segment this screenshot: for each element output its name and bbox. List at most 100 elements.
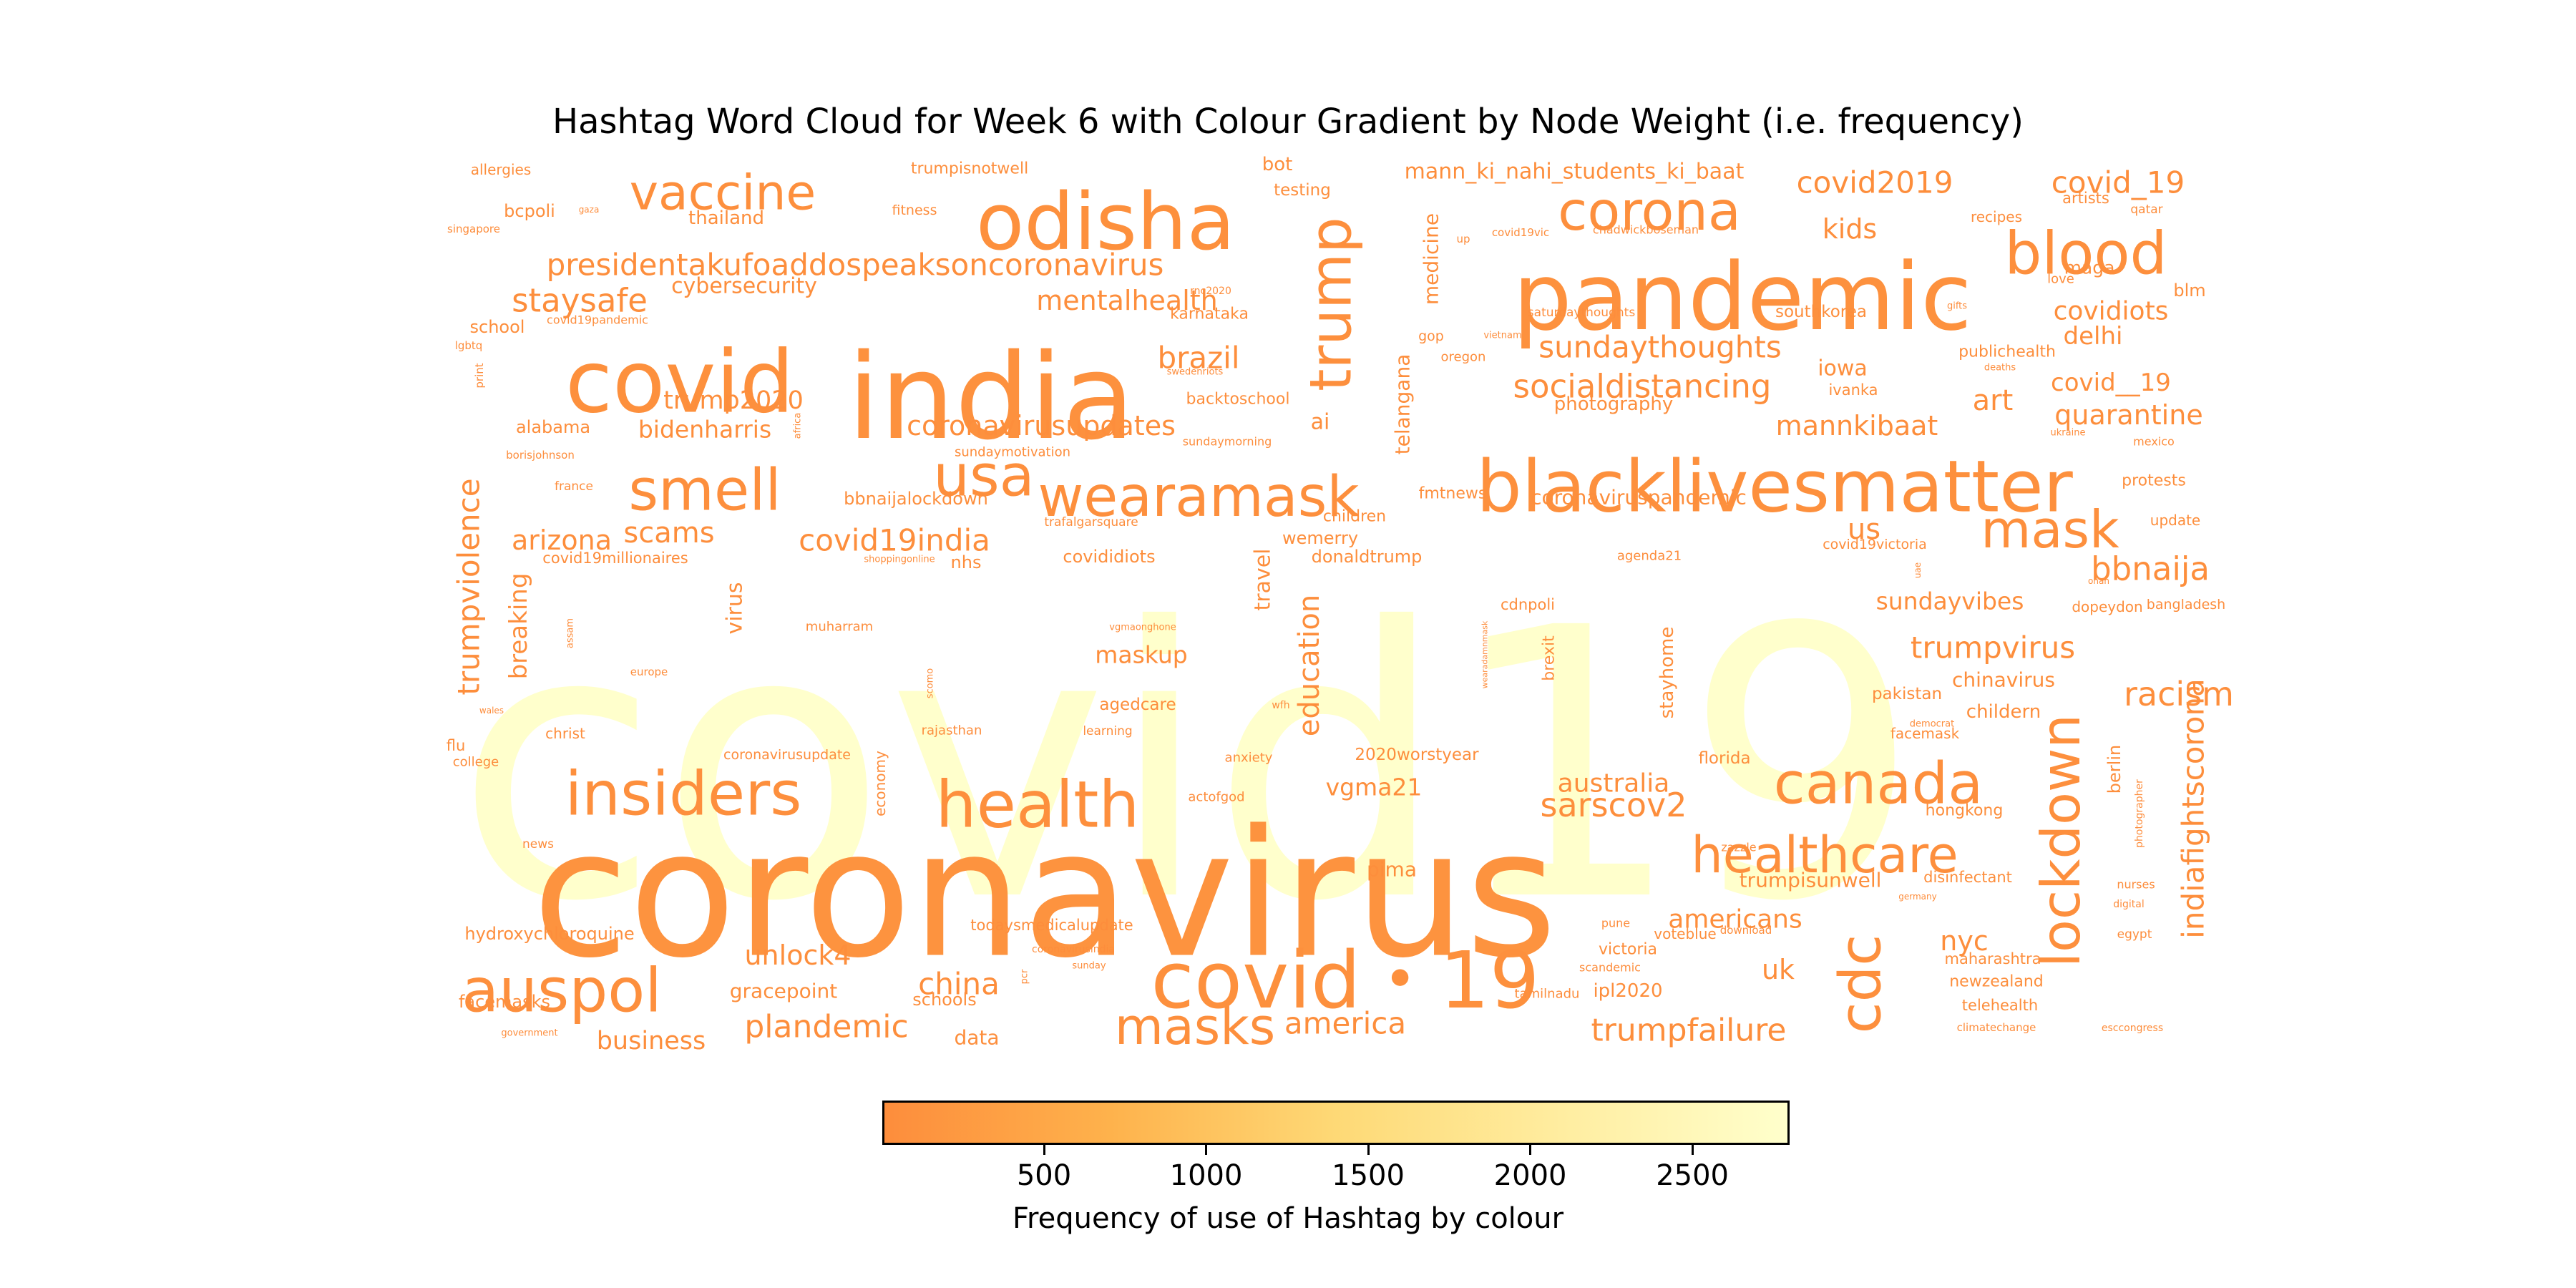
word-106: disinfectant xyxy=(1923,869,2012,886)
word-111: telehealth xyxy=(1962,997,2038,1014)
word-80: facemasks xyxy=(459,992,550,1012)
colorbar xyxy=(882,1101,1790,1145)
word-150: tamilnadu xyxy=(1515,987,1580,1002)
word-72: photography xyxy=(1554,394,1674,415)
word-43: mentalhealth xyxy=(1036,285,1218,316)
word-88: trumpisnotwell xyxy=(911,160,1028,178)
word-174: germany xyxy=(1898,892,1936,902)
word-42: education xyxy=(1293,595,1326,736)
word-114: dopeydon xyxy=(2072,598,2142,615)
word-137: covid19victoria xyxy=(1823,537,1927,552)
word-28: racism xyxy=(2124,675,2234,713)
word-12: blood xyxy=(2004,220,2167,288)
word-92: karnataka xyxy=(1170,306,1249,323)
word-81: schools xyxy=(912,990,976,1010)
word-8: health xyxy=(936,768,1140,843)
word-183: medicine xyxy=(1420,213,1443,305)
word-138: agenda21 xyxy=(1617,549,1682,564)
word-117: maga xyxy=(2064,258,2115,278)
word-29: bbnaija xyxy=(2091,550,2210,588)
word-189: brexit xyxy=(1541,635,1558,681)
word-60: trump2020 xyxy=(663,386,804,415)
word-180: gaza xyxy=(579,205,600,215)
word-135: rajasthan xyxy=(922,723,982,738)
word-169: ukraine xyxy=(2051,428,2086,439)
word-23: trump xyxy=(1298,217,1365,391)
word-89: allergies xyxy=(471,161,532,178)
word-163: chadwickboseman xyxy=(1593,223,1699,237)
word-46: arizona xyxy=(512,525,612,556)
word-129: anxiety xyxy=(1225,751,1273,766)
word-1: coronavirus xyxy=(532,793,1557,997)
word-49: covidiots xyxy=(2054,297,2169,326)
colorbar-tick-label-3: 2000 xyxy=(1493,1159,1567,1192)
colorbar-tick-label-4: 2500 xyxy=(1656,1159,1729,1192)
word-120: recipes xyxy=(1971,208,2022,225)
word-40: indiafightscorona xyxy=(2176,678,2211,939)
word-133: sundaymotivation xyxy=(955,445,1070,460)
word-68: iowa xyxy=(1818,356,1868,381)
word-177: sunday xyxy=(1072,961,1106,972)
word-165: rnc2020 xyxy=(1190,286,1231,297)
word-128: flu xyxy=(447,737,466,754)
word-112: protests xyxy=(2122,472,2186,490)
word-41: trumpviolence xyxy=(452,478,487,695)
word-94: bbnaijalockdown xyxy=(844,489,988,509)
word-24: presidentakufoaddospeaksoncoronavirus xyxy=(547,248,1164,283)
colorbar-tick-3 xyxy=(1529,1145,1532,1155)
word-50: delhi xyxy=(2064,322,2123,351)
word-109: maharashtra xyxy=(1945,950,2041,967)
word-108: victoria xyxy=(1599,941,1657,959)
word-10: auspol xyxy=(462,956,662,1027)
word-37: brazil xyxy=(1157,341,1239,376)
word-15: smell xyxy=(628,457,781,524)
word-104: pakistan xyxy=(1872,685,1942,703)
word-136: learning xyxy=(1083,724,1132,738)
word-0: covid19 xyxy=(455,549,1921,982)
word-161: download xyxy=(1720,924,1772,937)
word-195: assam xyxy=(565,618,576,648)
word-83: bcpoli xyxy=(504,201,555,221)
word-193: print xyxy=(473,363,486,388)
word-90: southkorea xyxy=(1775,303,1867,321)
word-93: backtoschool xyxy=(1186,391,1290,409)
word-82: thailand xyxy=(688,208,764,229)
word-58: americans xyxy=(1668,905,1802,935)
word-115: bangladesh xyxy=(2147,597,2225,613)
word-95: covididiots xyxy=(1063,547,1155,567)
word-149: scandemic xyxy=(1579,961,1641,975)
word-69: trumpisunwell xyxy=(1740,869,1882,892)
word-181: wales xyxy=(479,706,504,716)
colorbar-tick-2 xyxy=(1367,1145,1370,1155)
word-54: kids xyxy=(1823,213,1877,245)
word-38: china xyxy=(918,967,1000,1002)
word-13: corona xyxy=(1558,180,1741,243)
word-110: newzealand xyxy=(1949,973,2044,991)
word-20: vaccine xyxy=(630,165,816,222)
colorbar-tick-4 xyxy=(1691,1145,1694,1155)
word-35: sundaythoughts xyxy=(1538,330,1781,365)
word-87: testing xyxy=(1274,181,1331,200)
word-62: sundayvibes xyxy=(1876,587,2024,615)
word-64: maskup xyxy=(1095,641,1188,669)
word-107: voteblue xyxy=(1654,925,1716,942)
word-159: esccongress xyxy=(2102,1023,2163,1034)
word-85: alabama xyxy=(516,417,590,437)
word-17: masks xyxy=(1115,997,1276,1056)
word-199: wearadamnmask xyxy=(1480,620,1490,688)
word-2: india xyxy=(847,328,1135,466)
word-101: 2020worstyear xyxy=(1355,746,1479,764)
word-116: ivanka xyxy=(1828,381,1878,399)
word-44: coronavirusupdates xyxy=(907,410,1176,441)
word-73: hydroxychloroquine xyxy=(464,924,634,944)
word-33: covid19india xyxy=(799,523,990,558)
word-59: australia xyxy=(1558,769,1670,799)
word-176: coronavirusindia xyxy=(1032,944,1115,955)
word-18: mask xyxy=(1981,499,2119,560)
word-67: cybersecurity xyxy=(671,274,817,299)
word-70: gracepoint xyxy=(730,980,837,1003)
word-3: pandemic xyxy=(1513,243,1971,351)
colorbar-tick-label-0: 500 xyxy=(1016,1159,1072,1192)
word-134: sundaymorning xyxy=(1183,435,1272,449)
word-76: chinavirus xyxy=(1952,668,2055,692)
